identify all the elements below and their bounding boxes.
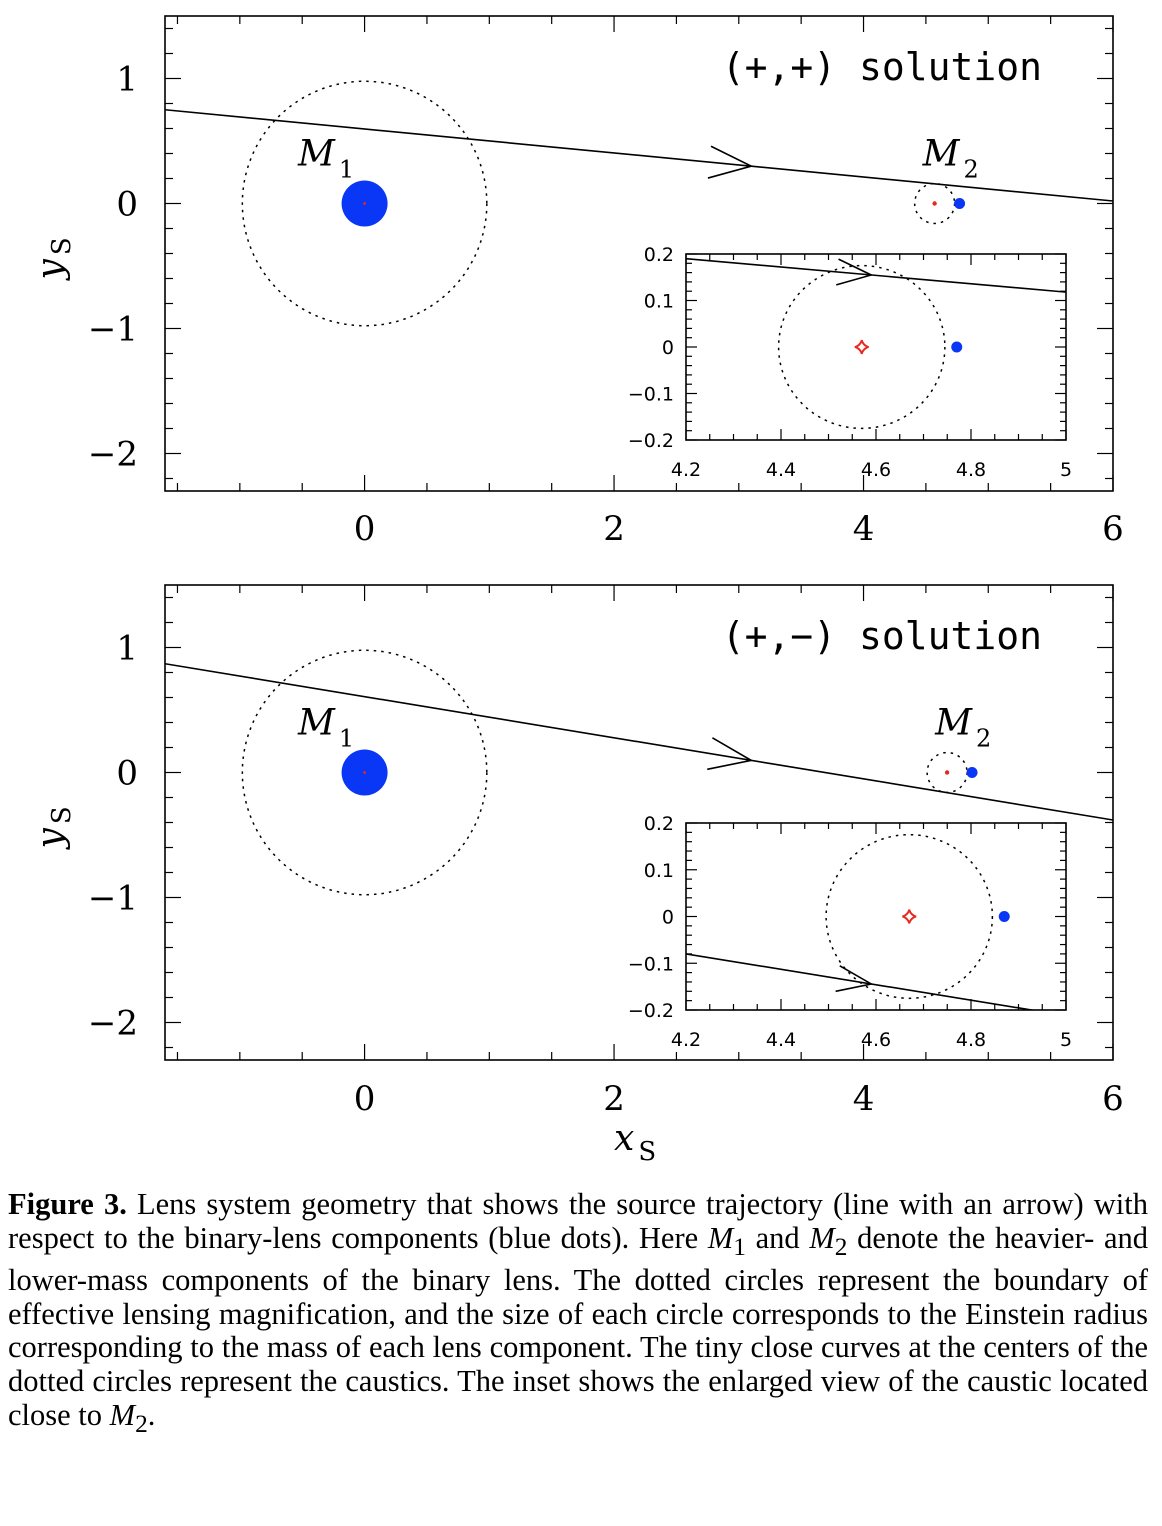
caustic-m2 xyxy=(932,201,937,206)
caption-text-3: denote the heavier- and lower-mass compo… xyxy=(8,1220,1148,1432)
inset-x-tick-label: 4.4 xyxy=(766,1029,796,1051)
inset-y-tick-label: −0.1 xyxy=(628,384,674,406)
inset-caustic xyxy=(854,339,869,355)
inset-background xyxy=(686,254,1066,440)
caption-m3-sub: 2 xyxy=(135,1409,148,1438)
inset-data xyxy=(686,833,1037,1010)
inset-caustic xyxy=(902,909,917,924)
caption-m2: M xyxy=(809,1220,835,1255)
inset-y-tick-label: 0.2 xyxy=(644,813,674,835)
y-tick-label: 1 xyxy=(116,60,138,100)
caustic-m1 xyxy=(363,202,366,205)
y-tick-label: 0 xyxy=(116,185,138,225)
caustic-m1 xyxy=(363,771,366,774)
inset-y-tick-label: 0.1 xyxy=(644,291,674,313)
y-tick-label: −2 xyxy=(88,435,138,475)
caption-text-2: and xyxy=(745,1220,810,1255)
inset-trajectory xyxy=(686,257,1066,293)
inset-x-tick-label: 4.2 xyxy=(671,459,701,481)
inset-y-tick-label: 0.2 xyxy=(644,244,674,266)
inset-x-tick-label: 4.6 xyxy=(861,1029,891,1051)
inset-x-tick-label: 4.2 xyxy=(671,1029,701,1051)
trajectory-arrow xyxy=(707,737,754,771)
inset-x-tick-label: 4.8 xyxy=(956,1029,986,1051)
y-tick-label: −2 xyxy=(88,1004,138,1044)
caption-text-1: Lens system geometry that shows the sour… xyxy=(8,1187,1148,1255)
figure-caption: Figure 3. Lens system geometry that show… xyxy=(8,1187,1148,1441)
inset-lens-dot-m2 xyxy=(998,911,1010,922)
inset-y-tick-label: 0 xyxy=(662,907,674,929)
inset-lens-dot-m2 xyxy=(951,341,963,353)
x-tick-label: 2 xyxy=(603,1079,625,1119)
inset-x-tick-label: 5 xyxy=(1060,459,1072,481)
inset-trajectory xyxy=(686,953,1037,1010)
caption-m1-sub: 1 xyxy=(733,1232,746,1261)
x-tick-label: 4 xyxy=(853,1079,875,1119)
inset-y-tick-label: −0.2 xyxy=(628,1000,674,1022)
caption-text-4: . xyxy=(147,1397,156,1432)
inset-einstein-circle xyxy=(825,833,994,1000)
inset-x-tick-label: 4.4 xyxy=(766,459,796,481)
panel-data xyxy=(165,649,1113,896)
caption-m2-sub: 2 xyxy=(834,1232,848,1261)
x-tick-label: 4 xyxy=(853,509,875,549)
source-trajectory xyxy=(165,108,1113,202)
inset-data xyxy=(686,257,1066,430)
inset-y-tick-label: −0.2 xyxy=(628,430,674,452)
y-tick-label: 1 xyxy=(116,629,138,669)
inset-x-tick-label: 4.6 xyxy=(861,459,891,481)
caustic-m2 xyxy=(944,770,950,775)
inset-x-tick-label: 4.8 xyxy=(956,459,986,481)
x-tick-label: 2 xyxy=(603,509,625,549)
panel-data xyxy=(165,80,1113,327)
inset-einstein-circle xyxy=(777,264,946,430)
inset-x-tick-label: 5 xyxy=(1060,1029,1072,1051)
solution-label: (+,+) solution xyxy=(722,45,1042,89)
y-tick-label: 0 xyxy=(116,754,138,794)
caption-m1: M xyxy=(707,1220,734,1255)
inset-y-tick-label: 0.1 xyxy=(644,860,674,882)
y-axis-label: yS xyxy=(30,806,77,850)
einstein-circle-m1 xyxy=(241,649,488,896)
lens-dot-m2 xyxy=(954,198,966,209)
solution-label: (+,−) solution xyxy=(722,614,1042,658)
x-tick-label: 0 xyxy=(354,1079,376,1119)
trajectory-arrow xyxy=(707,145,754,179)
inset-y-tick-label: 0 xyxy=(662,337,674,359)
caption-m3: M xyxy=(109,1397,136,1432)
inset-trajectory-arrow xyxy=(835,965,874,993)
x-tick-label: 6 xyxy=(1102,1079,1124,1119)
einstein-circle-m1 xyxy=(241,80,488,327)
inset: 4.2 4.4 4.6 4.8 5 0.2 0.1 0 −0.1 −0.2 xyxy=(628,244,1072,481)
y-tick-label: −1 xyxy=(88,310,138,350)
x-tick-label: 0 xyxy=(354,509,376,549)
inset-trajectory-arrow xyxy=(836,258,874,286)
inset-y-tick-label: −0.1 xyxy=(628,953,674,975)
lens-dot-m2 xyxy=(966,767,978,778)
inset: 4.2 4.4 4.6 4.8 5 0.2 0.1 0 −0.1 −0.2 xyxy=(628,813,1072,1051)
y-axis-label: yS xyxy=(30,237,77,281)
caption-label: Figure 3. xyxy=(8,1187,127,1221)
x-tick-label: 6 xyxy=(1102,509,1124,549)
y-tick-label: −1 xyxy=(88,879,138,919)
source-trajectory xyxy=(165,662,1113,821)
